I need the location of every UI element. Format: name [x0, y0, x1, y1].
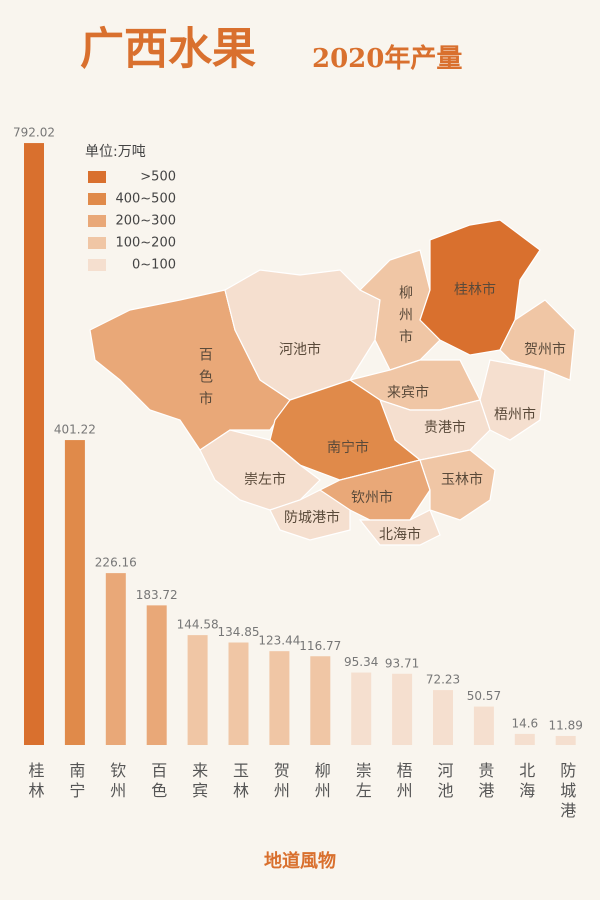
category-label: 百色	[148, 762, 167, 802]
category-label: 南宁	[66, 762, 85, 802]
value-label: 144.58	[177, 618, 219, 632]
region-label: 河池市	[279, 341, 321, 358]
value-label: 95.34	[344, 655, 378, 669]
legend-swatch	[88, 237, 106, 249]
bar	[64, 440, 85, 745]
map-region	[269, 489, 351, 541]
region-label: 柳州市	[397, 284, 413, 351]
category-label: 北海	[516, 762, 535, 802]
value-label: 50.57	[467, 689, 501, 703]
value-label: 72.23	[426, 673, 460, 687]
legend-label: 100~200	[115, 236, 176, 251]
value-label: 14.6	[511, 716, 538, 730]
category-label: 来宾	[189, 762, 208, 802]
map: 百色市 河池市 柳州市 桂林市 贺州市 梧州市 来宾市 贵港市 南宁市 崇左市 …	[89, 219, 576, 546]
map-region	[89, 289, 291, 451]
value-label: 401.22	[54, 423, 96, 437]
bar	[105, 573, 126, 745]
region-label: 贺州市	[524, 341, 566, 358]
region-label: 百色市	[197, 347, 213, 413]
bar	[24, 143, 44, 745]
category-label: 贵港	[475, 762, 494, 802]
map-region	[419, 449, 496, 521]
region-label: 北海市	[379, 526, 421, 543]
legend-title: 单位:万吨	[85, 144, 146, 160]
category-label: 贺州	[271, 762, 290, 802]
region-label: 崇左市	[244, 471, 286, 488]
title: 广西水果	[80, 24, 256, 75]
legend-label: >500	[140, 170, 176, 185]
legend-label: 200~300	[115, 214, 176, 229]
map-region	[199, 429, 321, 511]
map-region	[499, 299, 576, 381]
category-label: 崇左	[353, 762, 372, 802]
legend-label: 0~100	[132, 258, 176, 273]
bar	[228, 642, 249, 745]
category-label: 防城港	[557, 762, 576, 822]
legend-swatch	[88, 259, 106, 271]
region-label: 南宁市	[327, 439, 369, 456]
bar	[473, 706, 494, 745]
bar	[351, 672, 372, 745]
legend-swatch	[88, 171, 106, 183]
category-label: 柳州	[312, 762, 331, 802]
legend-label: 400~500	[115, 192, 176, 207]
category-label: 桂林	[26, 762, 45, 802]
value-label: 792.02	[13, 126, 55, 140]
category-label: 梧州	[394, 762, 413, 802]
bar	[310, 656, 331, 745]
legend-swatch	[88, 193, 106, 205]
region-label: 来宾市	[387, 384, 429, 401]
value-label: 183.72	[136, 588, 178, 602]
bar	[433, 690, 453, 745]
value-label: 226.16	[95, 556, 137, 570]
bar	[146, 605, 167, 745]
bar	[269, 651, 290, 745]
value-label: 11.89	[549, 718, 583, 732]
bar	[392, 673, 413, 745]
region-label: 桂林市	[454, 281, 496, 298]
map-region	[358, 509, 441, 546]
bar	[514, 733, 535, 745]
value-label: 134.85	[218, 625, 260, 639]
bar	[555, 735, 576, 745]
value-label: 93.71	[385, 656, 419, 670]
region-label: 防城港市	[284, 509, 340, 526]
value-label: 123.44	[258, 634, 300, 648]
bar	[187, 635, 208, 745]
value-label: 116.77	[299, 639, 341, 653]
region-label: 钦州市	[351, 489, 393, 506]
category-label: 河池	[435, 762, 454, 802]
region-label: 玉林市	[441, 471, 483, 488]
region-label: 贵港市	[424, 419, 466, 436]
category-label: 玉林	[230, 762, 249, 802]
category-label: 钦州	[107, 762, 126, 802]
region-label: 梧州市	[494, 406, 536, 423]
footer: 地道風物	[264, 850, 336, 872]
subtitle: 2020年产量	[312, 43, 462, 74]
legend-swatch	[88, 215, 106, 227]
